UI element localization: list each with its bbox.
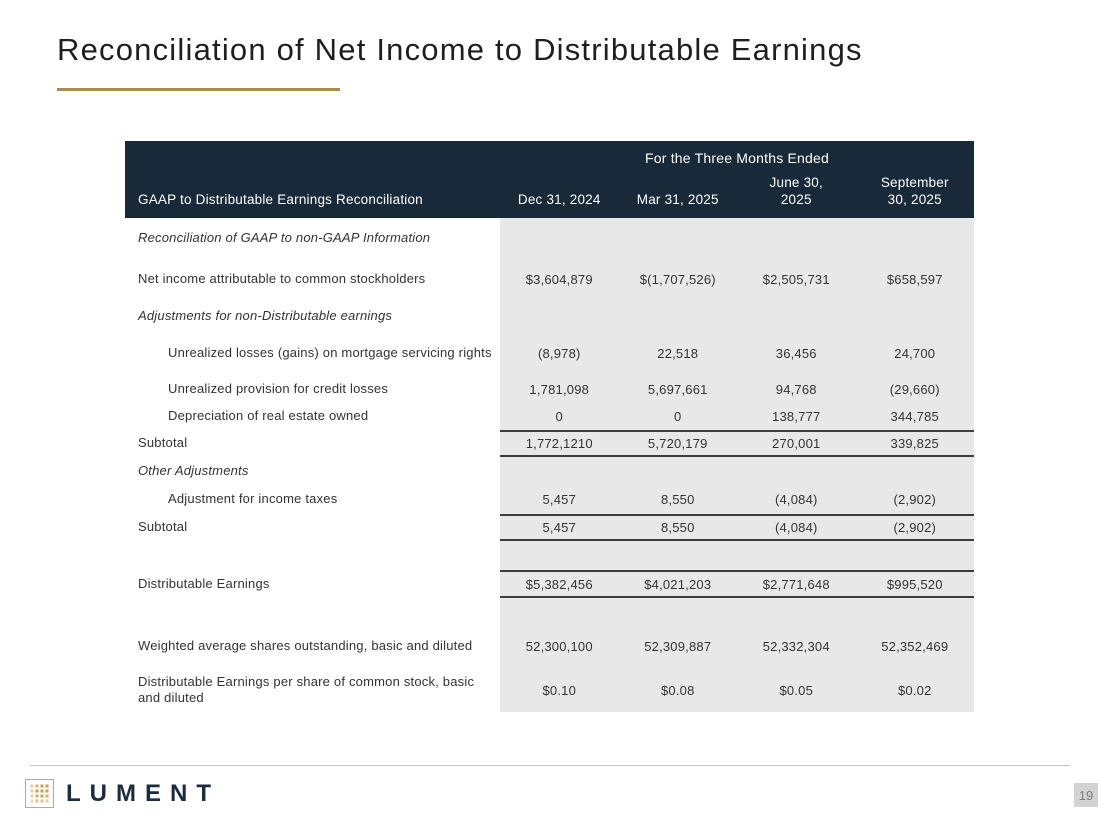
column-header-september-30-2025: September 30, 2025 xyxy=(880,174,949,208)
table-row-section-gaap-to-non-gaap: Reconciliation of GAAP to non-GAAP Infor… xyxy=(125,218,974,258)
row-header-label: GAAP to Distributable Earnings Reconcili… xyxy=(138,191,423,207)
table-row-distributable-earnings: Distributable Earnings $5,382,456 $4,021… xyxy=(125,570,974,598)
table-spacer-row xyxy=(125,541,974,570)
column-header-mar-31-2025: Mar 31, 2025 xyxy=(636,192,719,208)
table-row-unrealized-provision-credit-losses: Unrealized provision for credit losses 1… xyxy=(125,375,974,403)
lument-logo-text: LUMENT xyxy=(66,779,220,807)
lument-logo-icon xyxy=(25,779,54,808)
page-number-badge: 19 xyxy=(1074,783,1098,807)
table-row-subtotal-other-adjustments: Subtotal 5,457 8,550 (4,084) (2,902) xyxy=(125,514,974,541)
lument-logo: LUMENT xyxy=(25,779,220,808)
table-row-weighted-average-shares: Weighted average shares outstanding, bas… xyxy=(125,625,974,668)
column-header-dec-31-2024: Dec 31, 2024 xyxy=(517,192,601,208)
column-header-june-30-2025: June 30, 2025 xyxy=(769,174,823,208)
column-headers: Dec 31, 2024 Mar 31, 2025 June 30, 2025 … xyxy=(500,174,974,218)
title-underline xyxy=(57,88,340,91)
table-row-adjustment-income-taxes: Adjustment for income taxes 5,457 8,550 … xyxy=(125,485,974,514)
table-row-depreciation-real-estate: Depreciation of real estate owned 0 0 13… xyxy=(125,403,974,430)
reconciliation-table: GAAP to Distributable Earnings Reconcili… xyxy=(125,141,974,712)
table-row-unrealized-losses-msr: Unrealized losses (gains) on mortgage se… xyxy=(125,332,974,375)
table-header: GAAP to Distributable Earnings Reconcili… xyxy=(125,141,974,218)
table-header-columns: For the Three Months Ended Dec 31, 2024 … xyxy=(500,141,974,218)
page-title: Reconciliation of Net Income to Distribu… xyxy=(57,32,863,67)
table-row-section-other-adjustments: Other Adjustments xyxy=(125,457,974,485)
table-row-subtotal-non-distributable: Subtotal 1,772,1210 5,720,179 270,001 33… xyxy=(125,430,974,457)
span-header-label: For the Three Months Ended xyxy=(645,150,829,166)
table-spacer-row xyxy=(125,598,974,625)
table-row-section-adjustments-non-distributable: Adjustments for non-Distributable earnin… xyxy=(125,300,974,332)
table-row-distributable-earnings-per-share: Distributable Earnings per share of comm… xyxy=(125,668,974,712)
table-row-net-income: Net income attributable to common stockh… xyxy=(125,258,974,300)
footer-divider xyxy=(30,765,1070,766)
